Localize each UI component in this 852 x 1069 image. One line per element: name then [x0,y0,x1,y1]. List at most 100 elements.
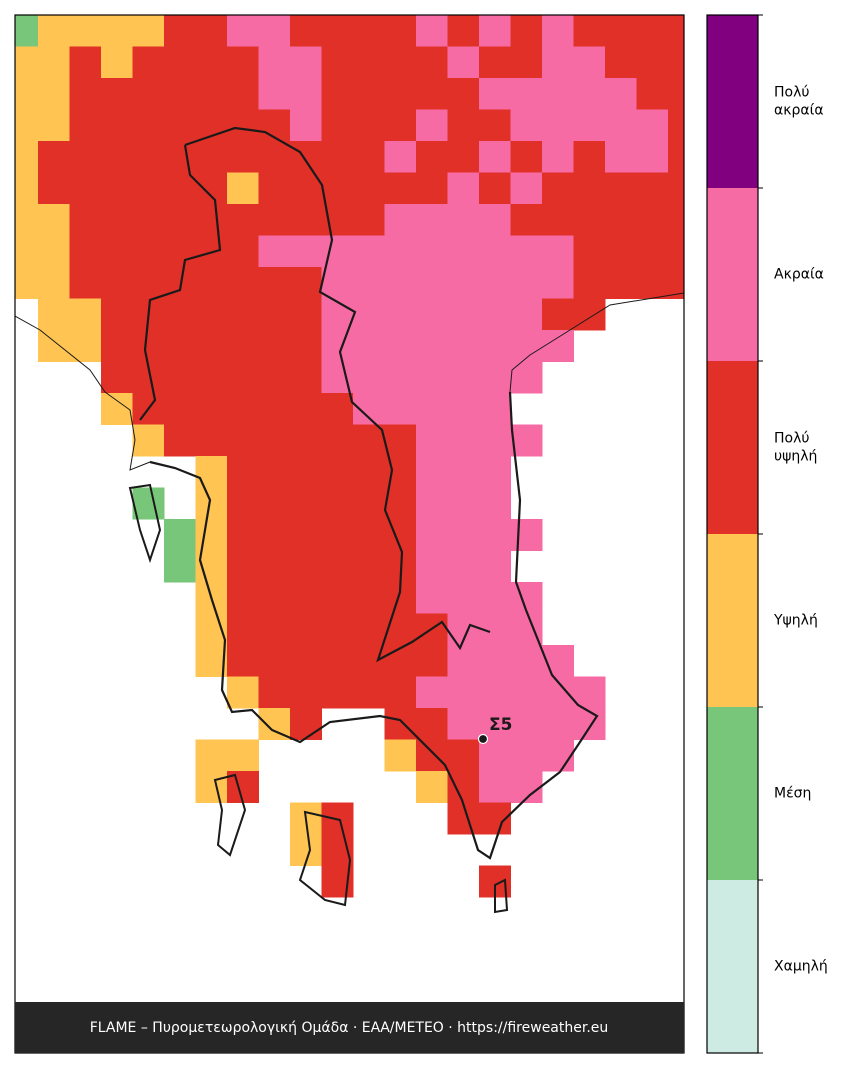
danger-cell [195,330,228,362]
danger-cell [227,141,259,173]
danger-cell [38,15,70,47]
danger-cell [290,456,322,488]
danger-cell [290,393,322,425]
danger-cell [321,424,354,457]
danger-cell [227,298,259,331]
danger-cell [416,645,448,677]
danger-cell [353,361,385,394]
danger-cell [416,487,448,520]
danger-cell [227,550,259,583]
danger-cell [542,708,574,740]
danger-cell [290,487,322,520]
danger-cell [384,361,417,394]
coastlines [15,126,684,914]
danger-cell [479,487,511,520]
danger-cell [258,141,291,173]
danger-cell [38,267,70,299]
danger-cell [542,235,574,268]
danger-cell [668,267,684,299]
colorbar-segment [707,534,758,707]
danger-cell [258,550,291,583]
danger-cell [132,141,165,173]
danger-cell [479,393,511,425]
danger-cell [353,456,385,488]
danger-cell [668,15,684,47]
danger-cell [573,267,606,299]
colorbar-label: Χαμηλή [774,959,828,975]
danger-cell [132,235,165,268]
danger-cell [479,267,511,299]
danger-cell [227,15,259,47]
danger-cell [258,298,291,331]
danger-cell [605,204,637,236]
danger-grid [15,15,684,898]
colorbar-label: υψηλή [774,449,817,465]
danger-cell [195,771,228,803]
danger-cell [510,708,543,740]
danger-cell [195,172,228,205]
danger-cell [573,109,606,142]
danger-cell [510,109,543,142]
danger-cell [668,204,684,236]
danger-cell [321,15,354,47]
danger-cell [321,267,354,299]
danger-cell [15,204,39,236]
danger-cell [542,739,574,772]
danger-cell [195,78,228,110]
danger-cell [321,298,354,331]
danger-cell [290,645,322,677]
danger-cell [353,267,385,299]
danger-cell [321,78,354,110]
danger-cell [15,267,39,299]
danger-cell [384,645,417,677]
danger-cell [101,78,133,110]
danger-cell [447,330,480,362]
danger-cell [164,172,196,205]
colorbar-segment [707,188,758,361]
danger-cell [416,15,448,47]
danger-cell [510,330,543,362]
danger-cell [447,645,480,677]
danger-cell [510,204,543,236]
danger-cell [573,46,606,79]
danger-cell [636,78,669,110]
danger-cell [195,141,228,173]
danger-cell [38,298,70,331]
danger-cell [258,267,291,299]
danger-cell [636,109,669,142]
danger-cell [227,46,259,79]
danger-cell [447,739,480,772]
danger-cell [573,78,606,110]
danger-cell [132,330,165,362]
danger-cell [227,582,259,614]
danger-cell [258,582,291,614]
danger-cell [416,456,448,488]
danger-cell [164,424,196,457]
danger-cell [605,109,637,142]
danger-cell [353,109,385,142]
danger-cell [510,172,543,205]
danger-cell [227,361,259,394]
danger-cell [227,456,259,488]
danger-cell [321,46,354,79]
danger-cell [164,46,196,79]
danger-cell [384,141,417,173]
danger-cell [636,267,669,299]
danger-cell [447,204,480,236]
danger-cell [290,582,322,614]
danger-cell [164,361,196,394]
danger-cell [353,487,385,520]
danger-cell [195,739,228,772]
danger-cell [227,78,259,110]
colorbar-segment [707,15,758,188]
danger-cell [542,46,574,79]
danger-cell [258,645,291,677]
danger-cell [416,330,448,362]
danger-cell [542,172,574,205]
danger-cell [15,172,39,205]
danger-cell [195,487,228,520]
danger-cell [384,330,417,362]
danger-cell [258,361,291,394]
danger-cell [132,46,165,79]
danger-cell [195,519,228,551]
